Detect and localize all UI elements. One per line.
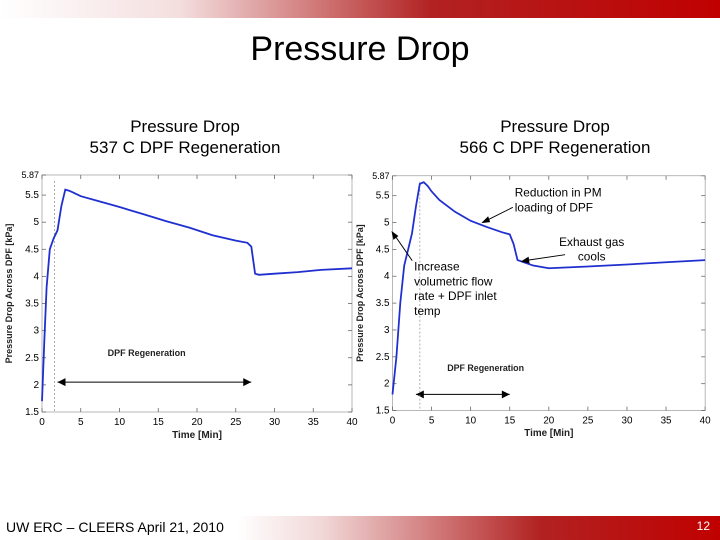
annotation-pm-reduction-line: loading of DPF: [515, 200, 593, 214]
y-tick-label: 5.87: [372, 171, 389, 181]
x-tick-label: 20: [191, 417, 203, 428]
annotation-flow-increase-line: temp: [414, 304, 441, 318]
annotation-pm-arrow: [484, 206, 514, 222]
y-tick-label: 5: [384, 217, 390, 228]
chart1-title-line2: 537 C DPF Regeneration: [89, 138, 281, 157]
annotation-pm-arrow-head: [481, 216, 491, 224]
y-tick-label: 5.87: [21, 170, 39, 180]
annotation-flow-arrow-head: [391, 231, 399, 240]
chart1-subtitle: Pressure Drop 537 C DPF Regeneration: [60, 116, 310, 158]
plot-frame: [41, 174, 353, 413]
annotation-pm-reduction: Reduction in PM loading of DPF: [515, 186, 602, 215]
y-tick-label: 3.5: [25, 299, 39, 310]
series-line: [41, 188, 353, 402]
chart2-title-line2: 566 C DPF Regeneration: [459, 138, 651, 157]
footer-bar: [0, 516, 720, 540]
x-axis-label: Time [Min]: [524, 428, 573, 439]
x-tick-label: 10: [465, 415, 476, 426]
x-tick-label: 5: [78, 417, 84, 428]
annotation-pm-reduction-line: Reduction in PM: [515, 186, 602, 200]
chart-566c: 1.5 2 2.5 3 3.5 4 4.5 5 5.5 5.87 0 5 10 15 20 25 30 35 40 T…: [355, 171, 711, 439]
chart1-title-line1: Pressure Drop: [130, 117, 240, 136]
chart2-subtitle: Pressure Drop 566 C DPF Regeneration: [430, 116, 680, 158]
regeneration-arrow-right-head: [243, 378, 252, 387]
page-number: 12: [696, 519, 710, 533]
slide-title: Pressure Drop: [250, 30, 470, 68]
x-tick-label: 0: [390, 415, 396, 426]
y-tick-label: 2: [384, 379, 389, 390]
regeneration-arrow-left-head: [57, 378, 66, 387]
annotation-flow-increase: Increase volumetric flow rate + DPF inlet t…: [414, 259, 497, 317]
annotation-flow-increase-line: rate + DPF inlet: [414, 289, 497, 303]
x-tick-label: 20: [543, 415, 554, 426]
y-tick-label: 5.5: [376, 191, 390, 202]
y-tick-label: 4: [384, 271, 390, 282]
x-axis-label: Time [Min]: [172, 430, 222, 441]
y-tick-label: 4.5: [25, 244, 39, 255]
y-tick-label: 5: [33, 217, 39, 228]
x-tick-label: 40: [346, 417, 358, 428]
header-bar: [0, 0, 720, 18]
footer-text: UW ERC – CLEERS April 21, 2010: [6, 519, 224, 535]
annotation-flow-increase-line: volumetric flow: [414, 274, 493, 288]
y-axis-label: Pressure Drop Across DPF [kPa]: [4, 224, 14, 364]
y-axis-label: Pressure Drop Across DPF [kPa]: [355, 224, 365, 362]
y-tick-label: 2.5: [25, 353, 39, 364]
annotation-exhaust-arrow: [524, 254, 566, 262]
regeneration-arrow-left-head: [415, 390, 424, 399]
y-tick-label: 1.5: [25, 407, 39, 418]
y-tick-label: 3.5: [376, 298, 390, 309]
annotation-flow-increase-line: Increase: [414, 259, 460, 273]
annotation-exhaust-cools-line: cools: [578, 250, 606, 264]
x-tick-label: 30: [621, 415, 632, 426]
annotation-exhaust-cools-line: Exhaust gas: [559, 235, 624, 249]
x-tick-label: 35: [308, 417, 320, 428]
x-tick-label: 10: [114, 417, 126, 428]
x-tick-label: 0: [39, 417, 45, 428]
x-tick-label: 5: [429, 415, 435, 426]
x-tick-label: 35: [661, 415, 672, 426]
y-tick-label: 3: [33, 326, 39, 337]
x-tick-label: 25: [230, 417, 242, 428]
annotation-flow-arrow: [394, 234, 413, 261]
y-tick-label: 4: [33, 271, 39, 282]
x-tick-label: 30: [269, 417, 281, 428]
chart-537c: 1.5 2 2.5 3 3.5 4 4.5 5 5.5 5.87 0 5 10 15 20 25 30 35 40 T…: [4, 170, 358, 441]
x-tick-label: 40: [700, 415, 711, 426]
annotation-exhaust-cools: Exhaust gas cools: [559, 235, 624, 264]
x-tick-label: 25: [582, 415, 593, 426]
series-line: [391, 181, 706, 395]
y-tick-label: 5.5: [25, 190, 39, 201]
x-tick-label: 15: [153, 417, 165, 428]
y-tick-label: 2.5: [376, 352, 390, 363]
regeneration-label: DPF Regeneration: [447, 363, 524, 373]
y-tick-label: 1.5: [376, 405, 390, 416]
regeneration-label: DPF Regeneration: [108, 348, 186, 358]
y-tick-label: 4.5: [376, 244, 390, 255]
y-tick-label: 3: [384, 325, 390, 336]
regeneration-arrow-right-head: [501, 390, 510, 399]
y-tick-label: 2: [33, 380, 39, 391]
annotation-exhaust-arrow-head: [520, 256, 530, 264]
chart2-title-line1: Pressure Drop: [500, 117, 610, 136]
x-tick-label: 15: [504, 415, 515, 426]
